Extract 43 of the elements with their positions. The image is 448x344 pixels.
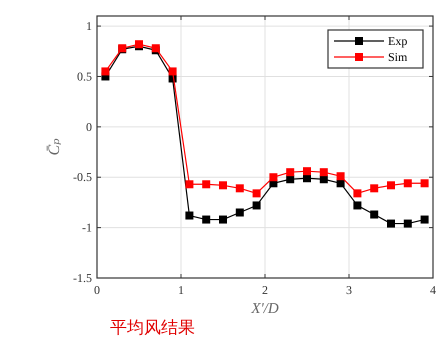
point — [236, 208, 244, 216]
point — [336, 172, 345, 180]
point — [353, 201, 362, 210]
y-tick-label: -1.5 — [73, 271, 92, 285]
x-tick-label: 1 — [178, 283, 184, 297]
point — [303, 167, 311, 176]
y-tick-label: -0.5 — [73, 170, 92, 184]
point — [252, 189, 261, 198]
point — [202, 180, 210, 188]
y-tick-label: 1 — [86, 19, 92, 34]
point — [370, 184, 378, 192]
point — [101, 67, 110, 76]
x-tick-label: 2 — [262, 283, 268, 297]
point — [168, 67, 177, 76]
y-tick-label: 0.5 — [77, 69, 92, 84]
point — [353, 189, 362, 198]
legend-label: Exp — [388, 34, 408, 48]
point — [387, 220, 395, 228]
point — [202, 216, 210, 224]
point — [185, 212, 194, 220]
point — [404, 220, 412, 228]
point — [185, 180, 194, 188]
point — [320, 168, 328, 176]
y-tick-label: -1 — [82, 220, 92, 235]
x-axis-title: X'/D — [250, 301, 279, 317]
point — [286, 168, 294, 176]
x-tick-label: 4 — [430, 283, 436, 297]
x-tick-label: 3 — [346, 283, 352, 297]
text: 平均风结果 — [110, 318, 195, 338]
point — [420, 216, 429, 224]
point — [269, 173, 278, 182]
point — [420, 179, 429, 188]
y-axis-title: C̄ₚ — [46, 138, 63, 156]
y-tick-label: 0 — [86, 120, 92, 134]
point — [387, 181, 395, 190]
point — [404, 179, 412, 188]
point — [370, 210, 378, 219]
point — [252, 201, 261, 210]
legend-label: Sim — [388, 50, 408, 64]
point — [336, 179, 345, 188]
point — [219, 181, 227, 190]
point — [219, 216, 227, 224]
point — [236, 184, 244, 192]
